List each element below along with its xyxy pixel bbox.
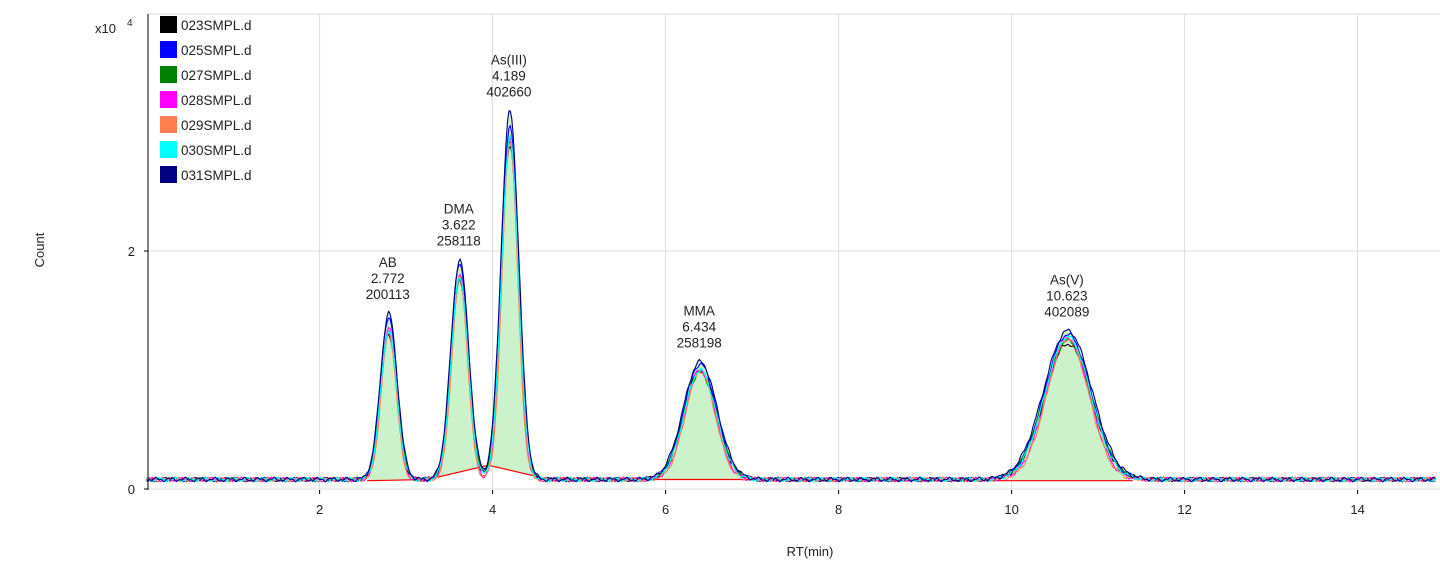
peak-name-label: As(V) (1050, 273, 1084, 288)
legend-swatch-030SMPL.d (160, 141, 177, 158)
y-exponent-power: 4 (127, 18, 133, 29)
series-line-028SMPL.d (146, 137, 1436, 483)
peak-area-label: 200113 (366, 287, 410, 302)
legend-label: 028SMPL.d (181, 93, 252, 108)
legend-swatch-025SMPL.d (160, 41, 177, 58)
legend-label: 030SMPL.d (181, 143, 252, 158)
legend-swatch-023SMPL.d (160, 16, 177, 33)
peak-fill-3 (661, 359, 748, 480)
peak-fill-2 (488, 110, 545, 479)
peak-rt-label: 10.623 (1046, 289, 1087, 304)
legend-label: 023SMPL.d (181, 18, 252, 33)
x-tick-label: 12 (1177, 502, 1191, 517)
tick-labels: 2 4 6 8 10 12 14 0 2 (128, 244, 1365, 517)
peak-rt-label: 6.434 (682, 320, 716, 335)
x-tick-label: 2 (316, 502, 323, 517)
peak-area-label: 402089 (1044, 305, 1089, 320)
peak-fills (367, 110, 1133, 481)
peak-name-label: MMA (683, 304, 715, 319)
series-line-027SMPL.d (146, 140, 1436, 483)
series-line-023SMPL.d (146, 145, 1436, 483)
series-line-030SMPL.d (146, 134, 1436, 483)
legend-swatch-029SMPL.d (160, 116, 177, 133)
grid (148, 13, 1440, 490)
y-exponent-base: x10 (95, 21, 116, 36)
series-lines (146, 110, 1436, 483)
y-tick-label: 2 (128, 244, 135, 259)
legend-label: 025SMPL.d (181, 43, 252, 58)
y-axis-title: Count (32, 232, 47, 267)
peak-name-label: As(III) (491, 53, 527, 68)
series-line-029SMPL.d (146, 142, 1436, 483)
x-tick-label: 8 (835, 502, 842, 517)
peak-area-label: 258118 (437, 233, 481, 248)
peak-labels: AB2.772200113DMA3.622258118As(III)4.1894… (366, 53, 1090, 351)
y-tick-label: 0 (128, 482, 135, 497)
peak-rt-label: 2.772 (371, 271, 405, 286)
x-axis-title: RT(min) (787, 544, 834, 559)
legend-label: 029SMPL.d (181, 118, 252, 133)
legend-swatch-027SMPL.d (160, 66, 177, 83)
peak-fill-1 (427, 259, 489, 480)
legend-swatch-028SMPL.d (160, 91, 177, 108)
legend-label: 031SMPL.d (181, 168, 252, 183)
peak-area-label: 402660 (486, 85, 531, 100)
peak-name-label: DMA (444, 201, 474, 216)
legend-swatch-031SMPL.d (160, 166, 177, 183)
peak-rt-label: 4.189 (492, 69, 526, 84)
peak-rt-label: 3.622 (442, 217, 476, 232)
series-line-025SMPL.d (146, 124, 1436, 483)
x-tick-label: 6 (662, 502, 669, 517)
series-line-031SMPL.d (146, 110, 1436, 483)
x-tick-label: 4 (489, 502, 496, 517)
x-tick-label: 14 (1350, 502, 1364, 517)
x-tick-label: 10 (1004, 502, 1018, 517)
legend-label: 027SMPL.d (181, 68, 252, 83)
peak-name-label: AB (379, 255, 397, 270)
peak-area-label: 258198 (677, 336, 722, 351)
legend: 023SMPL.d 025SMPL.d 027SMPL.d 028SMPL.d 029S… (160, 16, 252, 183)
